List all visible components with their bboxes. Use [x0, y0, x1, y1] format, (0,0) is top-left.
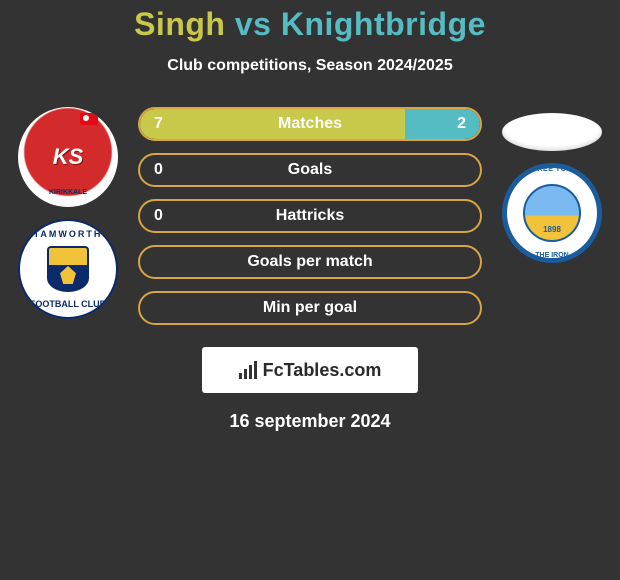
badge-year: 1898 — [543, 225, 561, 234]
stats-column: 7 2 Matches 0 Goals 0 Hattricks Goals per match… — [138, 103, 482, 325]
player2-name: Knightbridge — [281, 6, 486, 42]
stat-bar: Min per goal — [138, 291, 482, 325]
stat-label: Hattricks — [276, 207, 344, 225]
left-badges-column: KS KIRIKKALE TAMWORTH FOOTBALL CLUB — [8, 103, 128, 319]
club-badge-tamworth: TAMWORTH FOOTBALL CLUB — [18, 219, 118, 319]
stat-label: Goals — [288, 161, 332, 179]
comparison-card: Singh vs Knightbridge Club competitions,… — [0, 0, 620, 432]
stat-fill-right — [405, 109, 480, 139]
stat-value-left: 0 — [154, 207, 163, 225]
brand-text: FcTables.com — [263, 360, 382, 381]
bars-icon — [239, 361, 257, 379]
title: Singh vs Knightbridge — [0, 6, 620, 43]
footer: FcTables.com 16 september 2024 — [0, 347, 620, 432]
subtitle: Club competitions, Season 2024/2025 — [0, 57, 620, 75]
badge-top-text: TAMWORTH — [20, 229, 116, 239]
stat-value-left: 0 — [154, 161, 163, 179]
stat-value-left: 7 — [154, 115, 163, 133]
stat-bar: 0 Goals — [138, 153, 482, 187]
turkey-flag-icon — [80, 113, 98, 125]
stat-bar: 7 2 Matches — [138, 107, 482, 141]
right-badges-column: BRAINTREE TOWN F.C. 1898 THE IRON — [492, 103, 612, 263]
stat-label: Min per goal — [263, 299, 357, 317]
club-badge-ellipse — [502, 113, 602, 151]
club-badge-braintree: BRAINTREE TOWN F.C. 1898 THE IRON — [502, 163, 602, 263]
badge-top-text: BRAINTREE TOWN F.C. — [507, 166, 597, 174]
vs-text: vs — [235, 6, 272, 42]
brand-box: FcTables.com — [202, 347, 418, 393]
stat-label: Goals per match — [247, 253, 372, 271]
stat-label: Matches — [278, 115, 342, 133]
badge-bottom-text: FOOTBALL CLUB — [20, 299, 116, 309]
date-text: 16 september 2024 — [229, 411, 390, 432]
main-row: KS KIRIKKALE TAMWORTH FOOTBALL CLUB 7 2 Ma… — [0, 103, 620, 325]
stat-fill-left — [140, 109, 405, 139]
stat-bar: Goals per match — [138, 245, 482, 279]
player1-name: Singh — [134, 6, 225, 42]
badge-text: KS — [53, 144, 84, 169]
shield-icon — [47, 246, 89, 292]
stat-bar: 0 Hattricks — [138, 199, 482, 233]
badge-subtext: KIRIKKALE — [18, 189, 118, 197]
badge-inner-icon: 1898 — [523, 184, 581, 242]
badge-bottom-text: THE IRON — [507, 252, 597, 260]
stat-value-right: 2 — [457, 115, 466, 133]
club-badge-kirikkale: KS KIRIKKALE — [18, 107, 118, 207]
